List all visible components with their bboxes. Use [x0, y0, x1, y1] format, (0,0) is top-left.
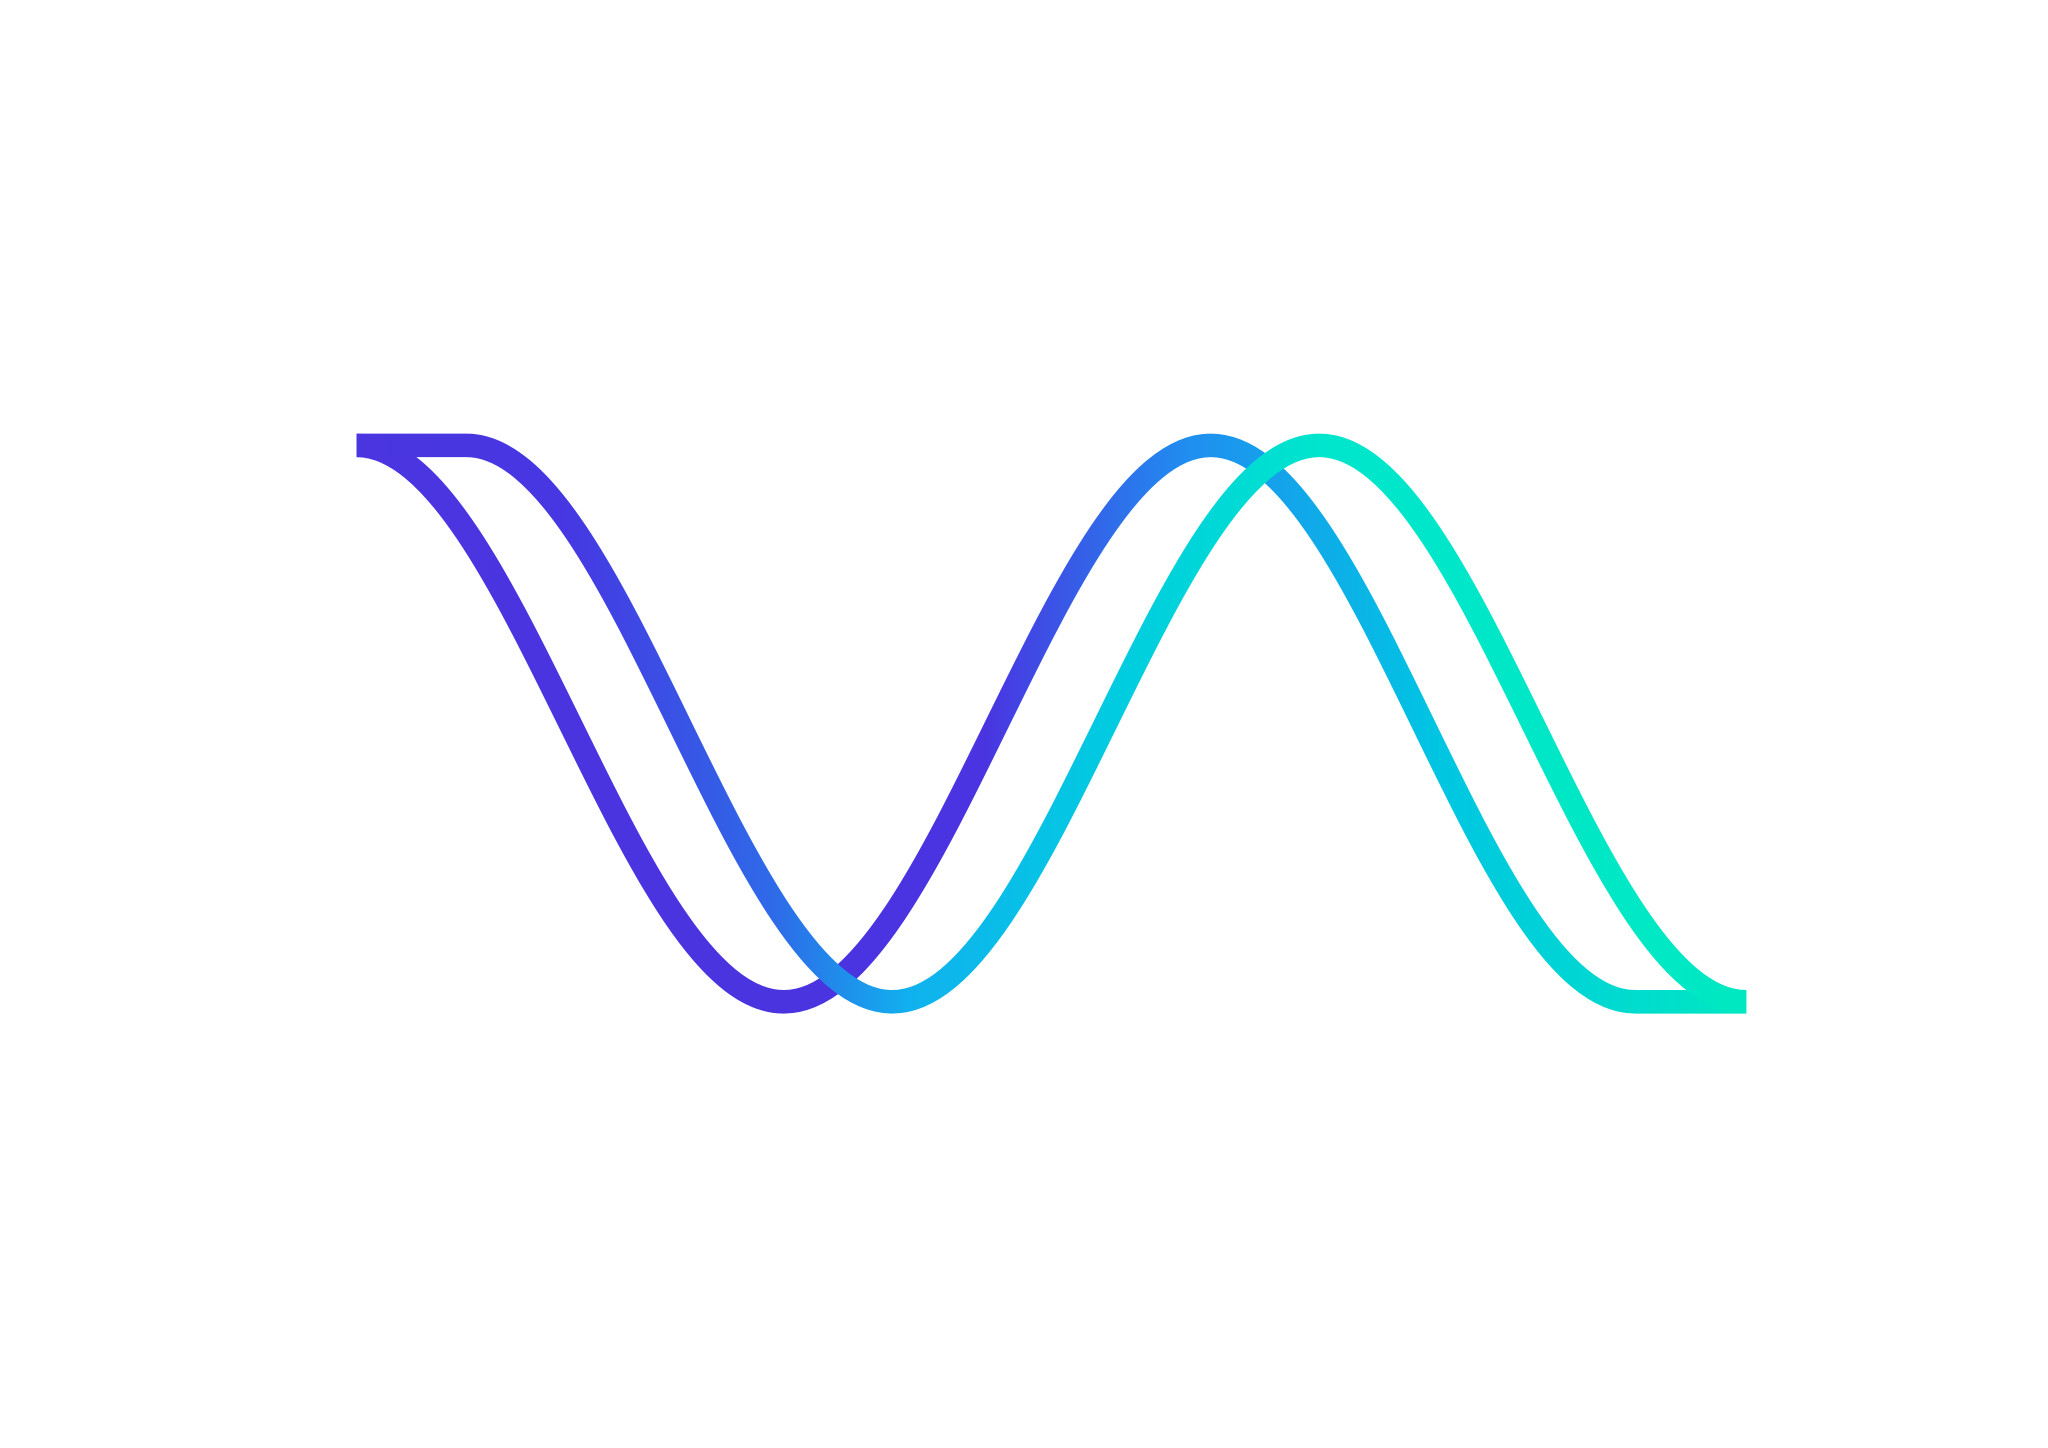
wave-two	[356, 433, 1748, 1014]
wave-one	[355, 433, 1747, 1014]
